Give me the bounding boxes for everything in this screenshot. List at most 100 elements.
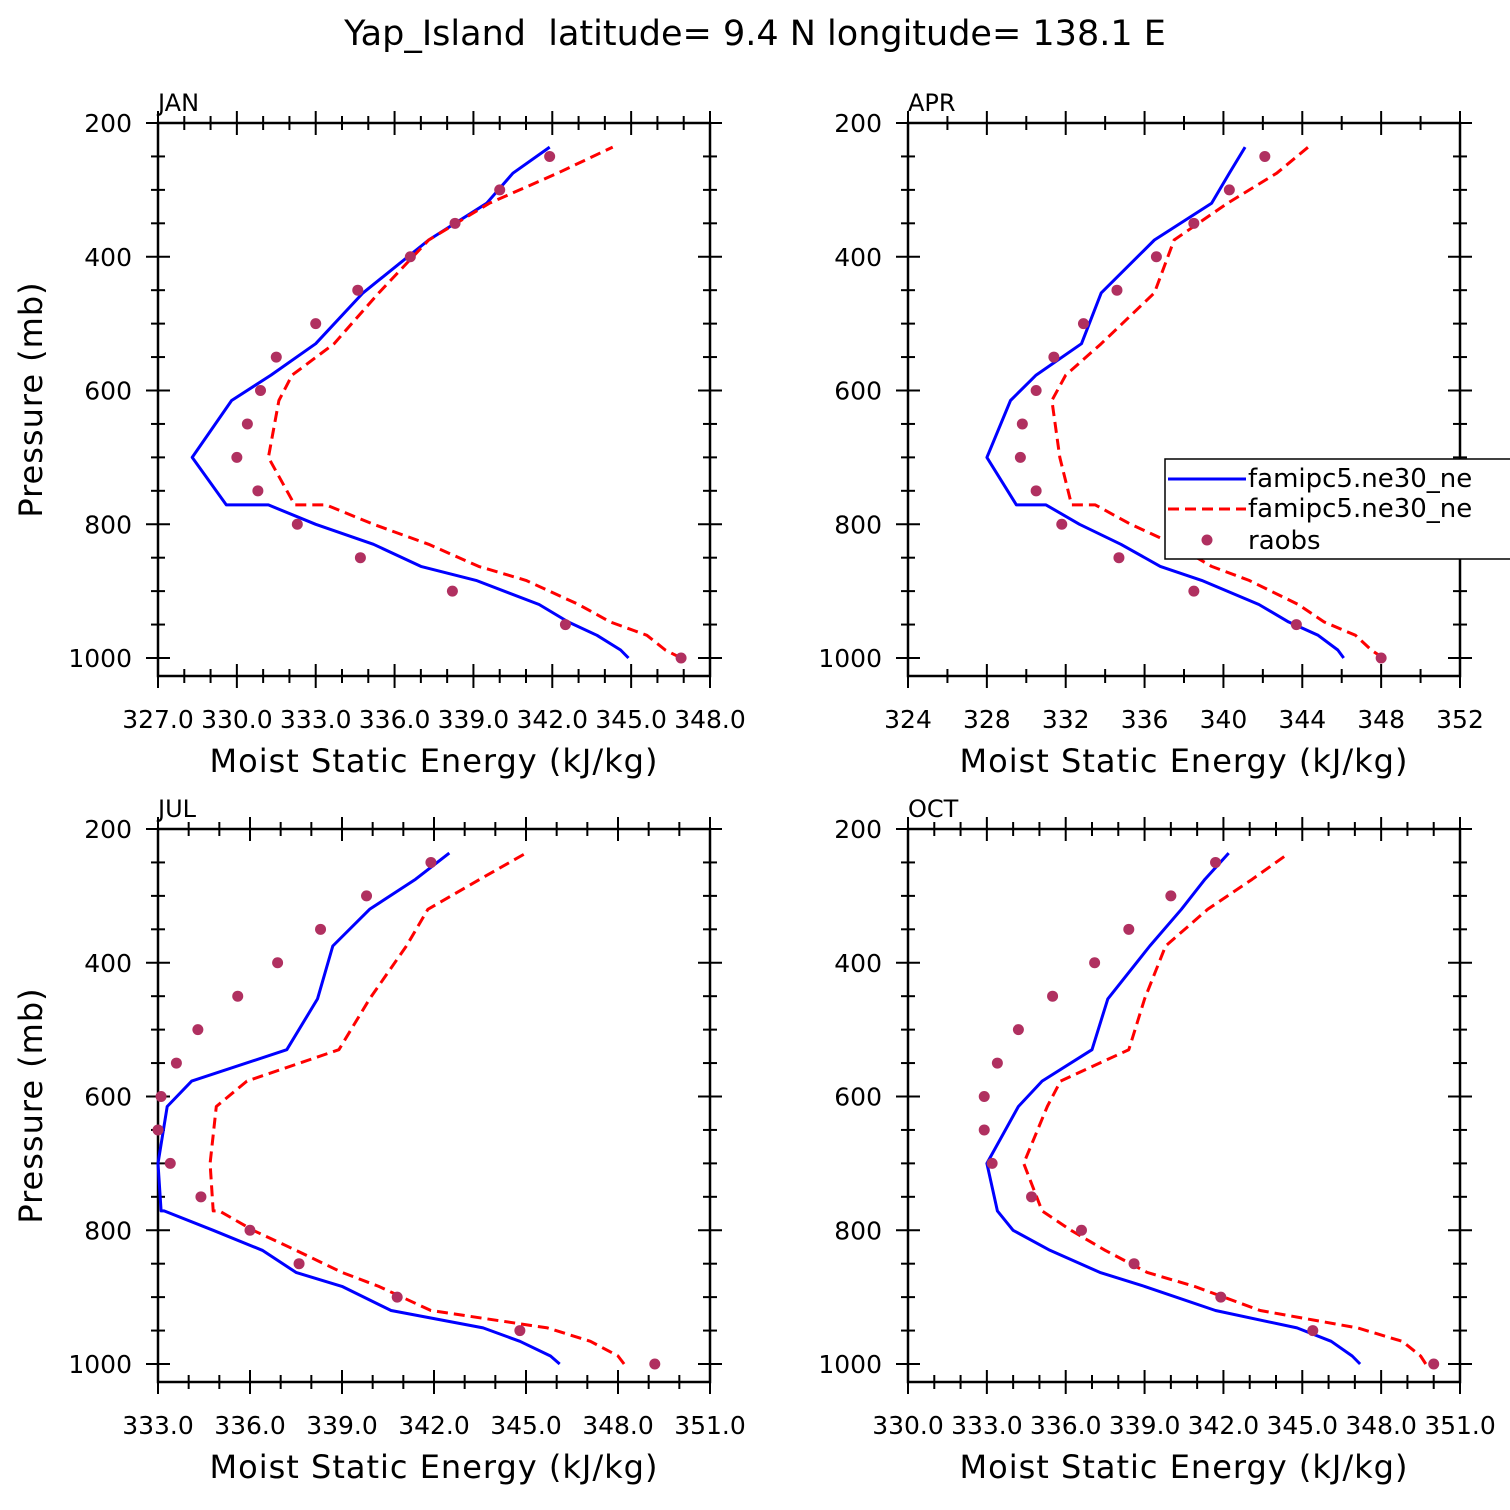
raobs-point bbox=[1014, 451, 1026, 463]
raobs-point bbox=[192, 1024, 204, 1036]
x-tick-label: 348 bbox=[1357, 705, 1405, 734]
y-tick-label: 1000 bbox=[818, 644, 882, 673]
y-tick-label: 1000 bbox=[818, 1350, 882, 1379]
raobs-point bbox=[1210, 856, 1222, 868]
raobs-point bbox=[155, 1091, 167, 1102]
x-tick-label: 332 bbox=[1042, 705, 1090, 734]
raobs-point bbox=[1428, 1358, 1440, 1370]
raobs-point bbox=[1113, 552, 1125, 564]
y-axis-label: Pressure (mb) bbox=[12, 987, 50, 1223]
panel-title: OCT bbox=[908, 795, 959, 823]
x-tick-label: 339.0 bbox=[306, 1411, 378, 1440]
x-tick-label: 333.0 bbox=[951, 1411, 1023, 1440]
x-tick-label: 345.0 bbox=[1266, 1411, 1338, 1440]
raobs-point bbox=[1026, 1191, 1038, 1203]
y-tick-label: 600 bbox=[84, 377, 132, 406]
y-tick-label: 800 bbox=[834, 510, 882, 539]
x-tick-label: 351.0 bbox=[674, 1411, 746, 1440]
x-tick-label: 330.0 bbox=[872, 1411, 944, 1440]
raobs-point bbox=[1030, 485, 1042, 497]
raobs-point bbox=[1290, 619, 1302, 631]
raobs-point bbox=[1215, 1291, 1227, 1303]
y-axis-label: Pressure (mb) bbox=[12, 281, 50, 517]
x-axis-label: Moist Static Energy (kJ/kg) bbox=[210, 742, 659, 780]
x-tick-label: 336.0 bbox=[359, 705, 431, 734]
raobs-point bbox=[1307, 1325, 1319, 1337]
panel-jul: JUL 200 400 600 800 1000 333.0 336.0 339.0 342.0 3… bbox=[12, 795, 746, 1486]
y-tick-label: 800 bbox=[84, 510, 132, 539]
x-tick-label: 333.0 bbox=[280, 705, 352, 734]
raobs-point bbox=[164, 1157, 176, 1169]
raobs-point bbox=[986, 1157, 998, 1169]
raobs-point bbox=[1123, 923, 1135, 935]
y-tick-label: 600 bbox=[834, 377, 882, 406]
raobs-point bbox=[352, 284, 364, 296]
panel-title: JAN bbox=[156, 89, 199, 117]
raobs-point bbox=[1188, 585, 1200, 597]
x-tick-label: 342.0 bbox=[516, 705, 588, 734]
y-tick-label: 1000 bbox=[68, 1350, 132, 1379]
raobs-point bbox=[270, 351, 282, 363]
x-tick-label: 330.0 bbox=[201, 705, 273, 734]
raobs-point bbox=[255, 385, 267, 396]
raobs-point bbox=[1223, 184, 1235, 196]
x-tick-label: 333.0 bbox=[122, 1411, 194, 1440]
raobs-point bbox=[310, 318, 322, 330]
y-tick-label: 200 bbox=[84, 109, 132, 138]
raobs-point bbox=[391, 1291, 403, 1303]
model-b-line bbox=[1022, 851, 1428, 1365]
raobs-point bbox=[425, 856, 437, 868]
x-tick-label: 340 bbox=[1200, 705, 1248, 734]
plot-frame bbox=[156, 121, 712, 678]
model-a-line bbox=[985, 146, 1345, 659]
raobs-point bbox=[231, 451, 243, 463]
panel-apr: APR 200 400 600 800 1000 324 328 332 336 340 344 348… bbox=[818, 89, 1483, 780]
x-tick-label: 352 bbox=[1436, 705, 1484, 734]
y-tick-label: 1000 bbox=[68, 644, 132, 673]
x-tick-label: 348.0 bbox=[674, 705, 746, 734]
legend-label: famipc5.ne30_ne bbox=[1248, 494, 1472, 524]
raobs-point bbox=[241, 418, 253, 430]
panel-title: JUL bbox=[156, 795, 197, 823]
x-tick-label: 345.0 bbox=[490, 1411, 562, 1440]
raobs-point bbox=[991, 1057, 1003, 1069]
raobs-point bbox=[1048, 351, 1060, 363]
x-tick-label: 342.0 bbox=[398, 1411, 470, 1440]
raobs-point bbox=[195, 1191, 207, 1203]
raobs-point bbox=[1089, 957, 1101, 969]
x-tick-label: 348.0 bbox=[582, 1411, 654, 1440]
x-tick-label: 328 bbox=[963, 705, 1011, 734]
raobs-point bbox=[446, 585, 458, 597]
x-tick-label: 342.0 bbox=[1188, 1411, 1260, 1440]
x-tick-label: 348.0 bbox=[1345, 1411, 1417, 1440]
x-tick-label: 339.0 bbox=[438, 705, 510, 734]
x-tick-label: 336.0 bbox=[214, 1411, 286, 1440]
raobs-point bbox=[1016, 418, 1028, 430]
x-axis-label: Moist Static Energy (kJ/kg) bbox=[210, 1448, 659, 1486]
y-tick-label: 600 bbox=[834, 1083, 882, 1112]
x-tick-label: 336.0 bbox=[1030, 1411, 1102, 1440]
y-tick-label: 200 bbox=[834, 815, 882, 844]
model-a-line bbox=[156, 851, 561, 1366]
raobs-series bbox=[152, 856, 661, 1370]
raobs-series bbox=[1014, 150, 1387, 664]
raobs-point bbox=[649, 1358, 661, 1370]
raobs-point bbox=[404, 251, 416, 263]
raobs-point bbox=[272, 957, 284, 969]
legend-label: famipc5.ne30_ne bbox=[1248, 464, 1472, 494]
plot-frame bbox=[906, 827, 1462, 1384]
raobs-point bbox=[514, 1325, 526, 1337]
x-tick-label: 345.0 bbox=[595, 705, 667, 734]
raobs-point bbox=[252, 485, 264, 497]
y-tick-label: 800 bbox=[84, 1216, 132, 1245]
raobs-point bbox=[449, 217, 461, 229]
raobs-point bbox=[170, 1057, 182, 1069]
figure-title: Yap_Island latitude= 9.4 N longitude= 13… bbox=[343, 14, 1166, 54]
plot-frame bbox=[156, 827, 712, 1384]
y-tick-label: 800 bbox=[834, 1216, 882, 1245]
y-tick-label: 400 bbox=[834, 949, 882, 978]
